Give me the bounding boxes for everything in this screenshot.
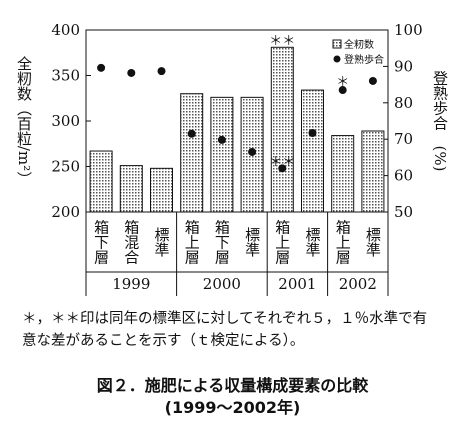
legend-label: 全籾数: [344, 38, 374, 51]
dot: [187, 129, 196, 138]
x-tick-label: 箱下層: [213, 220, 231, 265]
x-tick-label: 標準: [153, 227, 171, 257]
y2-tick-label: 90: [394, 57, 413, 75]
dot: [127, 68, 136, 77]
x-tick-label: 標準: [304, 227, 322, 257]
caption-years: (1999～2002年): [164, 398, 301, 417]
dot: [278, 164, 287, 173]
dot: [248, 147, 257, 156]
x-tick-label: 標準: [243, 227, 261, 257]
x-tick-label: 箱上層: [334, 220, 352, 265]
bar: [150, 167, 173, 213]
legend-label: 登熟歩合: [344, 53, 384, 66]
y2-axis-label: 登熟歩合 (%): [431, 71, 449, 172]
year-label: 2001: [278, 275, 316, 293]
y2-tick-label: 60: [394, 167, 413, 185]
dot: [338, 86, 347, 95]
x-tick-label: 標準: [364, 227, 382, 257]
bar: [361, 130, 385, 213]
dot: [368, 76, 377, 85]
year-label: 2000: [203, 275, 241, 293]
chart: 全籾数（百粒/m²） 登熟歩合 (%) 200 250 300 350 400 50 60 7…: [15, 21, 449, 296]
y2-tick-label: 70: [394, 130, 413, 148]
dot: [217, 135, 226, 144]
legend-swatch: [333, 55, 341, 63]
y-tick-label: 250: [51, 158, 80, 176]
y-axis-label: 全籾数（百粒/m²）: [15, 55, 33, 186]
bar: [119, 165, 143, 213]
x-tick-label: 箱上層: [183, 220, 201, 265]
year-label: 2002: [339, 275, 377, 293]
y-tick-label: 400: [51, 21, 80, 39]
dot: [157, 67, 166, 76]
x-tick-label: 箱上層: [273, 220, 291, 265]
bar: [180, 93, 204, 213]
annotation: ＊＊: [269, 34, 295, 49]
y2-tick-label: 80: [394, 94, 413, 112]
year-label: 1999: [112, 275, 150, 293]
y-tick-label: 200: [51, 203, 80, 221]
y-tick-label: 350: [51, 67, 80, 85]
bar: [89, 150, 113, 213]
footnote: ＊，＊＊印は同年の標準区に対してそれぞれ５，１％水準で有意な差があることを示す（…: [22, 311, 428, 349]
y2-tick-label: 100: [394, 21, 423, 39]
dot: [97, 63, 106, 72]
annotation: ＊: [336, 75, 349, 90]
x-tick-label: 箱混合: [122, 220, 140, 265]
legend-swatch: [332, 39, 342, 49]
y2-tick-label: 50: [394, 203, 413, 221]
bar: [301, 89, 324, 213]
y-tick-label: 300: [51, 112, 80, 130]
bar: [331, 135, 355, 213]
annotation: ＊＊: [269, 155, 295, 170]
caption: 図２．施肥による収量構成要素の比較: [96, 376, 369, 395]
bar: [210, 96, 234, 213]
bar: [270, 46, 294, 213]
x-tick-label: 箱下層: [92, 220, 110, 265]
dot: [308, 129, 317, 138]
